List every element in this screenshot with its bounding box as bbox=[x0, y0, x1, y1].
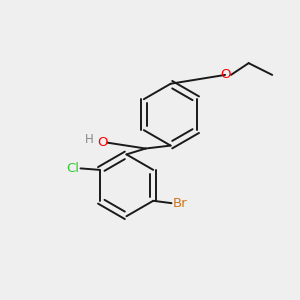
Text: H: H bbox=[85, 133, 93, 146]
Text: Br: Br bbox=[173, 196, 188, 210]
Text: O: O bbox=[220, 68, 230, 81]
Text: O: O bbox=[97, 136, 107, 149]
Text: Cl: Cl bbox=[66, 162, 79, 175]
